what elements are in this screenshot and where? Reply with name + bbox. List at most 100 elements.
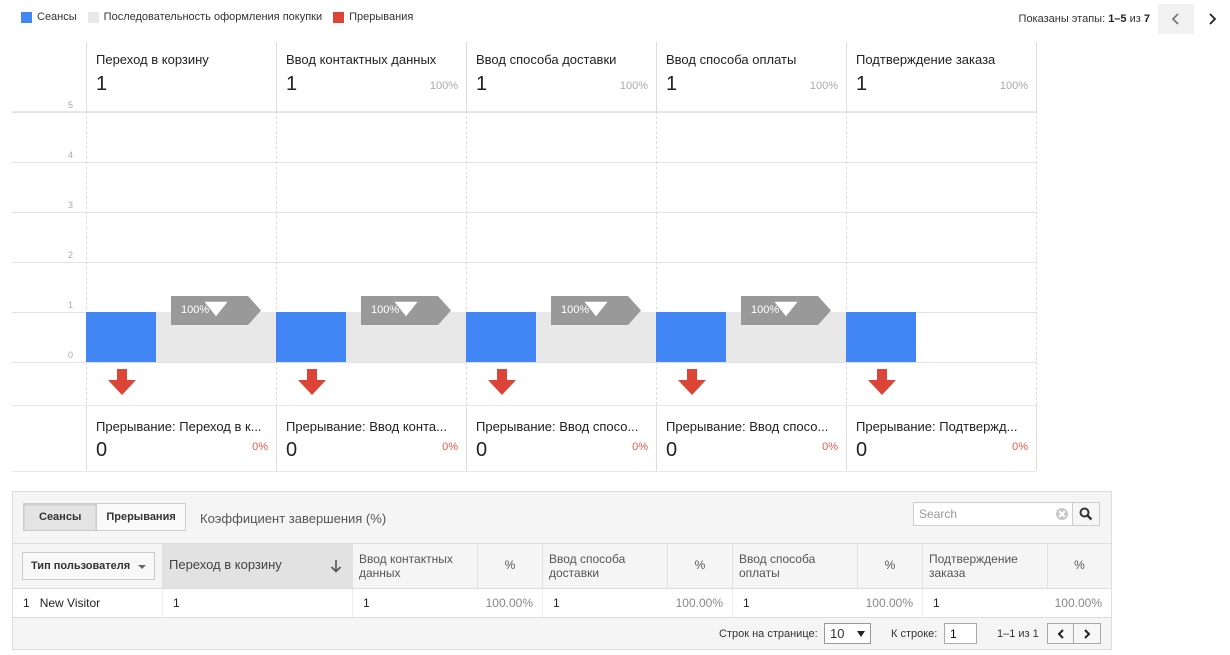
table-cell: 1 [352, 589, 477, 617]
column-header-pct[interactable]: % [1047, 544, 1111, 588]
dropoff-arrow-icon[interactable] [868, 369, 896, 395]
conversion-rate-label: 100% [181, 304, 210, 316]
dropoff-arrow-icon[interactable] [488, 369, 516, 395]
column-separator [466, 111, 467, 405]
conversion-rate-label: 100% [561, 304, 590, 316]
column-separator [1036, 111, 1037, 405]
row-name-link[interactable]: New Visitor [39, 596, 101, 610]
arrow-down-icon [330, 560, 342, 573]
caret-down-icon [204, 301, 228, 317]
column-separator [846, 111, 847, 405]
column-header-contact[interactable]: Ввод контактных данных [352, 544, 477, 588]
funnel-step-header: Ввод способа доставки 1 100% [466, 52, 656, 110]
goto-row-input[interactable] [944, 623, 977, 644]
funnel-step-title: Подтверждение заказа [856, 52, 996, 67]
dimension-label: Тип пользователя [31, 560, 131, 572]
search-input[interactable] [914, 503, 1054, 525]
funnel-step-value: 1 [666, 73, 678, 95]
funnel-chart: 0 1 2 3 4 5 Переход в корзину 1 100% Прерывание: … [12, 42, 1037, 472]
caret-down-icon [394, 301, 418, 317]
dropoff-box[interactable]: Прерывание: Ввод конта... 0 0% [276, 405, 466, 471]
chevron-right-icon [1209, 13, 1217, 25]
chevron-right-icon [1084, 628, 1091, 639]
table-header: Тип пользователя Переход в корзину Ввод … [13, 543, 1111, 589]
tab-dropoffs[interactable]: Прерывания [97, 503, 186, 531]
completion-rate-label[interactable]: Коэффициент завершения (%) [200, 511, 387, 526]
chevron-left-icon [1057, 628, 1064, 639]
caret-down-icon [774, 301, 798, 317]
y-tick-label: 3 [68, 200, 74, 210]
dropoff-title: Прерывание: Подтвержд... [856, 419, 1018, 434]
table-row: 1 New Visitor 1 1 100.00% 1 100.00% 1 10… [13, 589, 1111, 618]
row-index: 1 [23, 596, 30, 610]
column-header-pct[interactable]: % [477, 544, 542, 588]
dropoff-value: 0 [666, 439, 678, 461]
column-separator [276, 405, 277, 471]
legend-item-checkout: Последовательность оформления покупки [87, 11, 323, 23]
funnel-step-header: Переход в корзину 1 [86, 52, 276, 110]
legend-item-sessions: Сеансы [21, 11, 77, 23]
funnel-step-pct: 100% [809, 80, 838, 92]
clear-icon[interactable] [1056, 508, 1068, 520]
stage-pager-text: Показаны этапы: 1–5 из 7 [1018, 13, 1150, 25]
dropoff-title: Прерывание: Ввод конта... [286, 419, 447, 434]
dropoff-pct: 0% [632, 441, 648, 453]
funnel-bar[interactable] [276, 312, 346, 362]
rows-per-page-select[interactable]: 10 [824, 623, 871, 644]
funnel-step-title: Ввод способа оплаты [666, 52, 797, 67]
y-tick-label: 5 [68, 100, 74, 110]
table-pagination [1047, 623, 1101, 644]
prev-stages-button[interactable] [1158, 4, 1194, 34]
funnel-step-header: Подтверждение заказа 1 100% [846, 52, 1036, 110]
dropoff-box[interactable]: Прерывание: Переход в к... 0 0% [86, 405, 276, 471]
funnel-step-pct: 100% [619, 80, 648, 92]
funnel-step-pct: 100% [429, 80, 458, 92]
conversion-rate-tag[interactable]: 100% [741, 296, 831, 325]
column-header-cart[interactable]: Переход в корзину [162, 544, 352, 588]
column-header-payment[interactable]: Ввод способа оплаты [732, 544, 857, 588]
conversion-rate-tag[interactable]: 100% [551, 296, 641, 325]
column-separator [846, 42, 847, 111]
dimension-select[interactable]: Тип пользователя [22, 552, 155, 580]
column-separator [86, 111, 87, 405]
dropoff-box[interactable]: Прерывание: Подтвержд... 0 0% [846, 405, 1036, 471]
column-separator [276, 111, 277, 405]
funnel-bar[interactable] [466, 312, 536, 362]
column-separator [656, 111, 657, 405]
next-stages-button[interactable] [1194, 4, 1230, 34]
dropoff-box[interactable]: Прерывание: Ввод спосо... 0 0% [656, 405, 846, 471]
dropoff-arrow-icon[interactable] [108, 369, 136, 395]
table-cell: 1 [922, 589, 1047, 617]
column-header-pct[interactable]: % [667, 544, 732, 588]
funnel-step-value: 1 [476, 73, 488, 95]
dropoff-box[interactable]: Прерывание: Ввод спосо... 0 0% [466, 405, 656, 471]
column-header-pct[interactable]: % [857, 544, 922, 588]
prev-page-button[interactable] [1047, 623, 1074, 644]
table-cell: 100.00% [1054, 596, 1102, 610]
dropoff-arrow-icon[interactable] [678, 369, 706, 395]
caret-down-icon [857, 631, 865, 637]
search-button[interactable] [1072, 502, 1100, 526]
column-separator [86, 42, 87, 111]
y-tick-label: 1 [68, 300, 74, 310]
funnel-step-value: 1 [286, 73, 298, 95]
gridline [12, 362, 1036, 363]
column-header-shipping[interactable]: Ввод способа доставки [542, 544, 667, 588]
column-header-confirm[interactable]: Подтверждение заказа [922, 544, 1047, 588]
funnel-bar[interactable] [846, 312, 916, 362]
legend-label-checkout: Последовательность оформления покупки [103, 11, 323, 23]
funnel-bar[interactable] [656, 312, 726, 362]
y-tick-label: 4 [68, 150, 74, 160]
stage-pager: Показаны этапы: 1–5 из 7 [1019, 4, 1230, 34]
metric-tabs: Сеансы Прерывания [23, 503, 186, 531]
conversion-rate-tag[interactable]: 100% [171, 296, 261, 325]
tab-sessions[interactable]: Сеансы [23, 503, 98, 531]
legend-swatch-sessions [21, 11, 32, 23]
dropoff-arrow-icon[interactable] [298, 369, 326, 395]
funnel-bar[interactable] [86, 312, 156, 362]
rows-per-page-label: Строк на странице: [719, 628, 818, 640]
dropoff-title: Прерывание: Ввод спосо... [476, 419, 639, 434]
conversion-rate-tag[interactable]: 100% [361, 296, 451, 325]
next-page-button[interactable] [1074, 623, 1101, 644]
row-dimension-cell: 1 New Visitor [13, 589, 162, 617]
